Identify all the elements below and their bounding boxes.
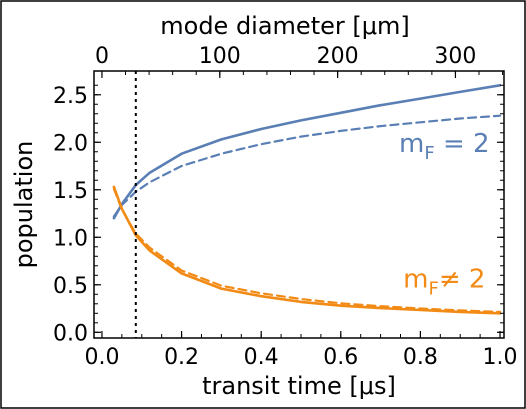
top-tick-label: 200 (317, 44, 359, 69)
x-tick-label: 0.6 (323, 345, 358, 370)
y-tick-label: 2.0 (53, 131, 88, 156)
y-tick-label: 0.0 (53, 321, 88, 346)
top-tick-label: 100 (199, 44, 241, 69)
x-tick-label: 0.0 (84, 345, 119, 370)
top-axis: 0 100 200 300 (95, 44, 504, 78)
y-tick-label: 0.5 (53, 274, 88, 299)
y-axis-title: population (10, 141, 38, 269)
top-axis-title: mode diameter [μm] (160, 12, 410, 40)
y-tick-label: 1.5 (53, 179, 88, 204)
annotation-layer: mF = 2 mF≠ 2 (399, 129, 490, 300)
series-line-3 (112, 187, 502, 313)
series-line-2 (112, 185, 502, 315)
x-tick-label: 0.8 (403, 345, 438, 370)
x-tick-label: 0.4 (244, 345, 279, 370)
plot-frame (93, 70, 505, 339)
series-annotation-0: mF = 2 (399, 129, 490, 164)
x-axis-title: transit time [μs] (202, 372, 396, 400)
y-tick-label: 2.5 (53, 84, 88, 109)
top-tick-label: 300 (434, 44, 476, 69)
series-annotation-1: mF≠ 2 (403, 265, 485, 300)
x-tick-label: 1.0 (483, 345, 518, 370)
x-tick-label: 0.2 (164, 345, 199, 370)
top-tick-label: 0 (95, 44, 109, 69)
y-tick-label: 1.0 (53, 226, 88, 251)
left-axis: 0.0 0.5 1.0 1.5 2.0 2.5 (53, 84, 504, 346)
bottom-axis: 0.0 0.2 0.4 0.6 0.8 1.0 (84, 331, 518, 370)
